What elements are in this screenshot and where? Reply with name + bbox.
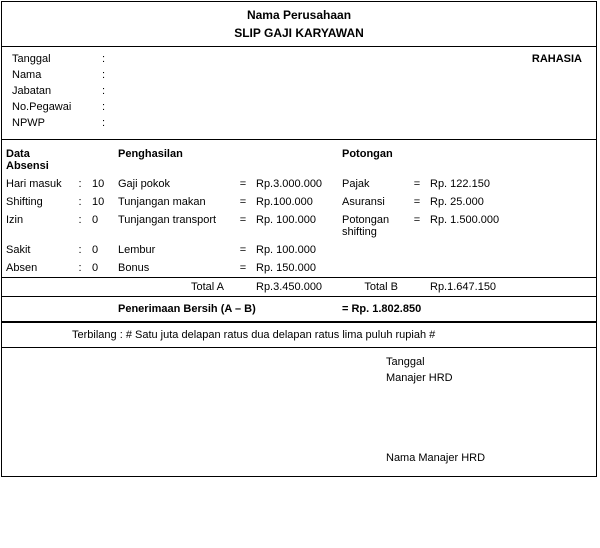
colon: : bbox=[102, 69, 112, 81]
total-b-value: Rp.1.647.150 bbox=[426, 278, 596, 297]
shifting-value: 10 bbox=[88, 193, 114, 211]
nopegawai-label: No.Pegawai bbox=[12, 101, 102, 113]
absen-label: Absen bbox=[2, 259, 72, 278]
hari-masuk-value: 10 bbox=[88, 175, 114, 193]
colon: : bbox=[102, 101, 112, 113]
sign-nama-manajer: Nama Manajer HRD bbox=[386, 450, 586, 466]
izin-label: Izin bbox=[2, 211, 72, 241]
net-value: = Rp. 1.802.850 bbox=[338, 297, 596, 322]
pay-slip: Nama Perusahaan SLIP GAJI KARYAWAN Tangg… bbox=[1, 1, 597, 477]
confidential-label: RAHASIA bbox=[347, 53, 586, 65]
hari-masuk-label: Hari masuk bbox=[2, 175, 72, 193]
total-b-label: Total B bbox=[338, 278, 408, 297]
tunj-transport-label: Tunjangan transport bbox=[114, 211, 234, 241]
gaji-pokok-value: Rp.3.000.000 bbox=[252, 175, 338, 193]
slip-body: Data Absensi Penghasilan Potongan Hari m… bbox=[2, 140, 596, 323]
section-penghasilan: Penghasilan bbox=[114, 140, 234, 175]
terbilang-label: Terbilang : bbox=[72, 329, 123, 341]
tunj-makan-label: Tunjangan makan bbox=[114, 193, 234, 211]
tunj-makan-value: Rp.100.000 bbox=[252, 193, 338, 211]
terbilang-value: # Satu juta delapan ratus dua delapan ra… bbox=[126, 329, 435, 341]
npwp-label: NPWP bbox=[12, 117, 102, 129]
shifting-label: Shifting bbox=[2, 193, 72, 211]
terbilang-row: Terbilang : # Satu juta delapan ratus du… bbox=[2, 323, 596, 348]
colon: : bbox=[102, 53, 112, 65]
pot-shifting-label: Potongan shifting bbox=[338, 211, 408, 241]
sakit-label: Sakit bbox=[2, 241, 72, 259]
gaji-pokok-label: Gaji pokok bbox=[114, 175, 234, 193]
colon: : bbox=[102, 117, 112, 129]
signature-block: Tanggal Manajer HRD Nama Manajer HRD bbox=[2, 348, 596, 476]
tanggal-label: Tanggal bbox=[12, 53, 102, 65]
colon: : bbox=[102, 85, 112, 97]
section-potongan: Potongan bbox=[338, 140, 408, 175]
total-a-value: Rp.3.450.000 bbox=[252, 278, 338, 297]
company-name: Nama Perusahaan bbox=[2, 8, 596, 22]
asuransi-label: Asuransi bbox=[338, 193, 408, 211]
lembur-value: Rp. 100.000 bbox=[252, 241, 338, 259]
header: Nama Perusahaan SLIP GAJI KARYAWAN bbox=[2, 2, 596, 47]
employee-info: Tanggal : RAHASIA Nama : Jabatan : No.Pe… bbox=[2, 47, 596, 140]
izin-value: 0 bbox=[88, 211, 114, 241]
sign-tanggal: Tanggal bbox=[386, 354, 586, 370]
pajak-value: Rp. 122.150 bbox=[426, 175, 596, 193]
bonus-value: Rp. 150.000 bbox=[252, 259, 338, 278]
net-label: Penerimaan Bersih (A – B) bbox=[114, 297, 338, 322]
lembur-label: Lembur bbox=[114, 241, 234, 259]
absen-value: 0 bbox=[88, 259, 114, 278]
slip-title: SLIP GAJI KARYAWAN bbox=[2, 26, 596, 40]
total-a-label: Total A bbox=[114, 278, 234, 297]
section-absensi: Data Absensi bbox=[2, 140, 72, 175]
pot-shifting-value: Rp. 1.500.000 bbox=[426, 211, 596, 241]
bonus-label: Bonus bbox=[114, 259, 234, 278]
asuransi-value: Rp. 25.000 bbox=[426, 193, 596, 211]
nama-label: Nama bbox=[12, 69, 102, 81]
data-table: Data Absensi Penghasilan Potongan Hari m… bbox=[2, 140, 596, 322]
pajak-label: Pajak bbox=[338, 175, 408, 193]
jabatan-label: Jabatan bbox=[12, 85, 102, 97]
sakit-value: 0 bbox=[88, 241, 114, 259]
sign-manajer: Manajer HRD bbox=[386, 370, 586, 386]
tunj-transport-value: Rp. 100.000 bbox=[252, 211, 338, 241]
